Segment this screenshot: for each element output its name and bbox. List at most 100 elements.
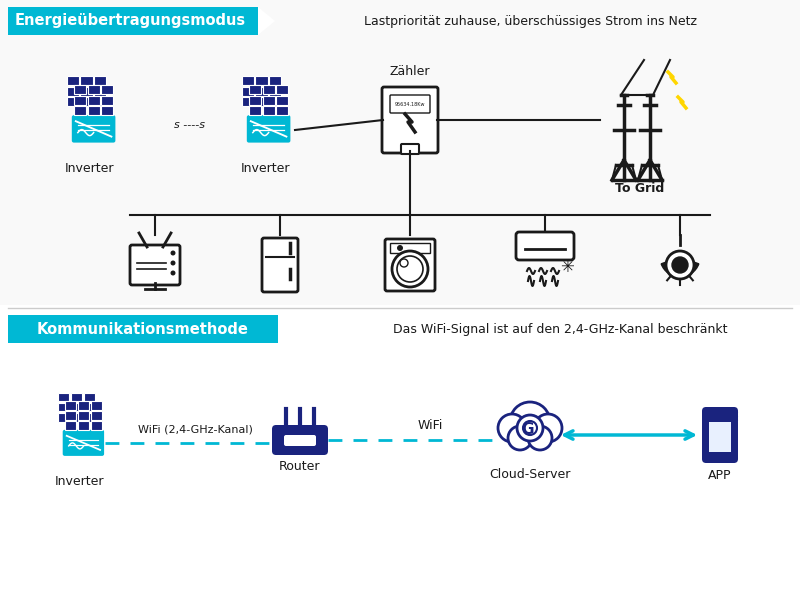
Bar xyxy=(66,97,79,106)
Bar xyxy=(276,85,288,94)
Circle shape xyxy=(672,257,688,273)
Circle shape xyxy=(392,251,428,287)
Circle shape xyxy=(170,271,175,275)
Bar xyxy=(58,392,70,401)
Bar xyxy=(65,412,76,420)
Bar xyxy=(74,85,86,94)
Bar xyxy=(709,422,731,452)
FancyBboxPatch shape xyxy=(62,430,104,456)
Text: G: G xyxy=(521,421,534,437)
FancyBboxPatch shape xyxy=(401,144,419,154)
Bar xyxy=(71,413,82,422)
Bar xyxy=(71,392,82,401)
Text: Lastpriorität zuhause, überschüssiges Strom ins Netz: Lastpriorität zuhause, überschüssiges St… xyxy=(363,14,697,28)
FancyBboxPatch shape xyxy=(702,407,738,463)
Bar xyxy=(80,97,93,106)
Circle shape xyxy=(397,245,403,251)
Circle shape xyxy=(400,259,408,267)
Bar xyxy=(78,412,89,420)
Circle shape xyxy=(170,260,175,265)
Bar xyxy=(255,97,267,106)
Bar xyxy=(262,85,274,94)
Bar xyxy=(80,76,93,85)
Text: WiFi (2,4-GHz-Kanal): WiFi (2,4-GHz-Kanal) xyxy=(138,425,253,435)
FancyBboxPatch shape xyxy=(8,315,278,343)
Text: Zähler: Zähler xyxy=(390,65,430,78)
Bar xyxy=(276,95,288,104)
Bar xyxy=(249,95,261,104)
FancyBboxPatch shape xyxy=(246,115,290,143)
Circle shape xyxy=(170,251,175,256)
Bar xyxy=(255,86,267,95)
Bar xyxy=(276,106,288,115)
Bar xyxy=(269,76,282,85)
Bar xyxy=(262,106,274,115)
Bar xyxy=(71,403,82,412)
Bar xyxy=(65,401,76,410)
Bar xyxy=(101,95,114,104)
Polygon shape xyxy=(258,7,275,35)
Wedge shape xyxy=(662,257,698,277)
Bar xyxy=(78,401,89,410)
Bar xyxy=(101,85,114,94)
Bar xyxy=(94,86,106,95)
FancyBboxPatch shape xyxy=(130,245,180,285)
Circle shape xyxy=(498,414,526,442)
Bar xyxy=(58,403,70,412)
Bar xyxy=(58,413,70,422)
Bar xyxy=(66,76,79,85)
Bar xyxy=(255,76,267,85)
Circle shape xyxy=(528,426,552,450)
FancyBboxPatch shape xyxy=(284,435,316,446)
FancyBboxPatch shape xyxy=(516,232,574,260)
Circle shape xyxy=(510,402,550,442)
Circle shape xyxy=(397,256,423,282)
FancyBboxPatch shape xyxy=(262,238,298,292)
Bar xyxy=(269,97,282,106)
Bar xyxy=(269,86,282,95)
Text: Energieübertragungsmodus: Energieübertragungsmodus xyxy=(14,13,246,28)
Bar xyxy=(84,392,95,401)
Bar xyxy=(94,76,106,85)
Text: 95634.18Kw: 95634.18Kw xyxy=(394,101,426,107)
Bar xyxy=(84,403,95,412)
Bar xyxy=(262,95,274,104)
Text: APP: APP xyxy=(708,469,732,482)
Circle shape xyxy=(508,426,532,450)
Circle shape xyxy=(517,415,543,441)
Text: Inverter: Inverter xyxy=(240,162,290,175)
Text: Inverter: Inverter xyxy=(66,162,114,175)
Bar xyxy=(249,85,261,94)
Bar xyxy=(242,76,254,85)
Bar xyxy=(87,85,100,94)
Bar xyxy=(94,97,106,106)
Bar xyxy=(80,86,93,95)
Bar xyxy=(84,413,95,422)
Text: Inverter: Inverter xyxy=(55,475,105,488)
Bar xyxy=(242,97,254,106)
Bar xyxy=(0,308,800,600)
Bar xyxy=(90,412,102,420)
Text: To Grid: To Grid xyxy=(615,182,665,195)
Bar xyxy=(390,243,430,253)
Polygon shape xyxy=(278,315,295,343)
Text: Cloud-Server: Cloud-Server xyxy=(490,468,570,481)
Text: Router: Router xyxy=(279,460,321,473)
Bar xyxy=(74,106,86,115)
Text: Kommunikationsmethode: Kommunikationsmethode xyxy=(37,322,249,337)
Text: WiFi: WiFi xyxy=(418,419,442,432)
Circle shape xyxy=(534,414,562,442)
Bar xyxy=(78,421,89,430)
Bar xyxy=(87,95,100,104)
FancyBboxPatch shape xyxy=(272,425,328,455)
Text: Das WiFi-Signal ist auf den 2,4-GHz-Kanal beschränkt: Das WiFi-Signal ist auf den 2,4-GHz-Kana… xyxy=(393,323,727,335)
Text: ✳: ✳ xyxy=(560,258,574,276)
Bar xyxy=(242,86,254,95)
Circle shape xyxy=(523,421,537,435)
FancyBboxPatch shape xyxy=(385,239,435,291)
Bar xyxy=(74,95,86,104)
Bar xyxy=(101,106,114,115)
Text: s ----s: s ----s xyxy=(174,120,206,130)
Bar xyxy=(90,421,102,430)
FancyBboxPatch shape xyxy=(382,87,438,153)
